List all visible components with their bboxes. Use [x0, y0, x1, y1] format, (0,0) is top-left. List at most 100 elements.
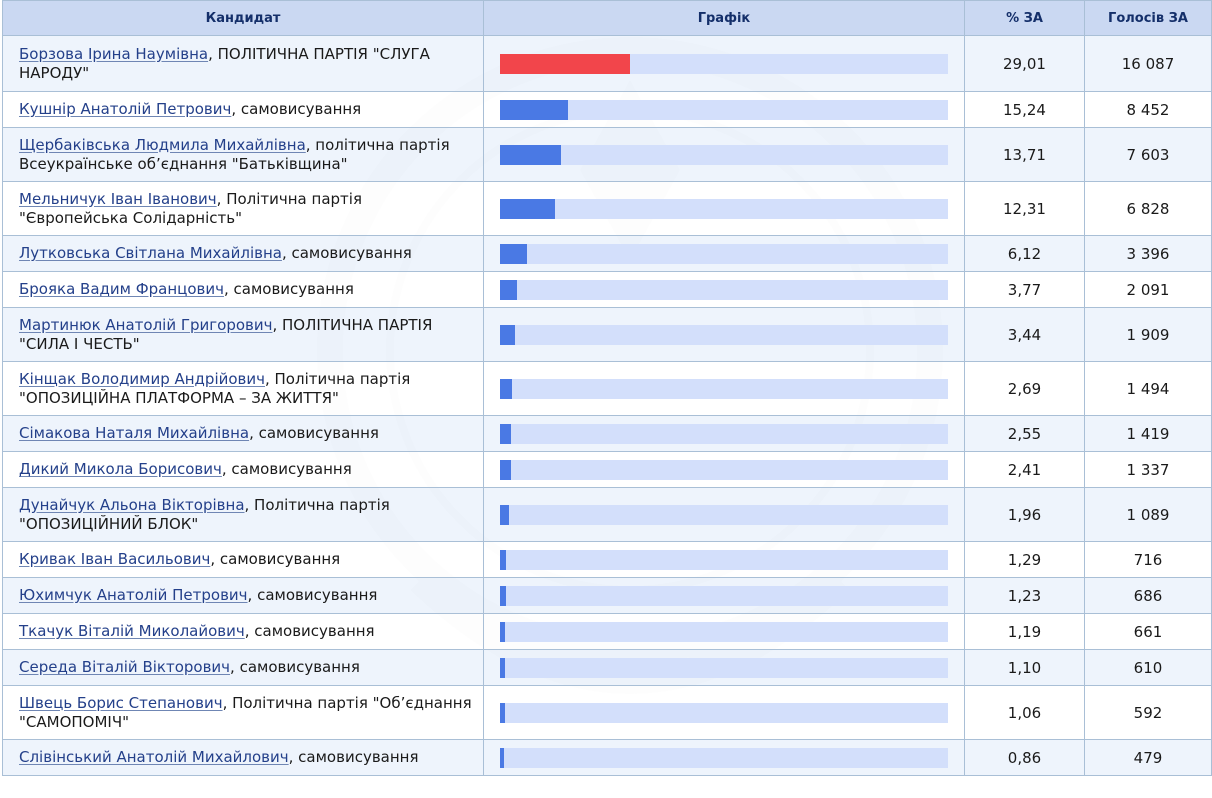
- header-votes: Голосів ЗА: [1084, 0, 1212, 36]
- table-row: Дунайчук Альона Вікторівна, Політична па…: [2, 487, 1212, 542]
- result-bar: [500, 459, 511, 480]
- votes-cell: 8 452: [1084, 91, 1212, 128]
- result-bar-track: [500, 747, 948, 768]
- table-row: Кінщак Володимир Андрійович, Політична п…: [2, 361, 1212, 416]
- percent-cell: 3,44: [964, 307, 1085, 362]
- result-bar-track: [500, 657, 948, 678]
- result-bar-track: [500, 243, 948, 264]
- result-bar: [500, 243, 528, 264]
- result-bar-track: [500, 702, 948, 723]
- percent-cell: 3,77: [964, 271, 1085, 308]
- votes-cell: 1 419: [1084, 415, 1212, 452]
- result-bar-track: [500, 549, 948, 570]
- candidate-link[interactable]: Юхимчук Анатолій Петрович: [19, 586, 248, 604]
- result-bar: [500, 504, 509, 525]
- candidate-cell: Борзова Ірина Наумівна, ПОЛІТИЧНА ПАРТІЯ…: [2, 35, 484, 92]
- result-bar-track: [500, 53, 948, 74]
- candidate-link[interactable]: Ткачук Віталій Миколайович: [19, 622, 245, 640]
- candidate-link[interactable]: Борзова Ірина Наумівна: [19, 44, 209, 63]
- votes-cell: 592: [1084, 685, 1212, 740]
- table-row: Ткачук Віталій Миколайович, самовисуванн…: [2, 613, 1212, 650]
- chart-cell: [483, 271, 965, 308]
- percent-cell: 12,31: [964, 181, 1085, 236]
- candidate-party: , самовисування: [288, 748, 419, 766]
- table-header-row: Кандидат Графік % ЗА Голосів ЗА: [2, 0, 1212, 36]
- candidate-link[interactable]: Мартинюк Анатолій Григорович: [19, 315, 273, 334]
- candidate-party: , Політична партія "ОПОЗИЦІЙНИЙ БЛОК": [19, 495, 390, 533]
- votes-cell: 1 089: [1084, 487, 1212, 542]
- header-percent: % ЗА: [964, 0, 1085, 36]
- result-bar: [500, 423, 512, 444]
- candidate-cell: Сімакова Наталя Михайлівна, самовисуванн…: [2, 415, 484, 452]
- chart-cell: [483, 487, 965, 542]
- candidate-cell: Мартинюк Анатолій Григорович, ПОЛІТИЧНА …: [2, 307, 484, 362]
- candidate-party: , самовисування: [224, 280, 354, 298]
- candidate-cell: Кушнір Анатолій Петрович, самовисування: [2, 91, 484, 128]
- table-row: Слівінський Анатолій Михайлович, самовис…: [2, 739, 1212, 776]
- percent-cell: 1,23: [964, 577, 1085, 614]
- chart-cell: [483, 235, 965, 272]
- header-candidate: Кандидат: [2, 0, 484, 36]
- candidate-link[interactable]: Сімакова Наталя Михайлівна: [19, 424, 250, 442]
- candidate-cell: Мельничук Іван Іванович, Політична парті…: [2, 181, 484, 236]
- candidate-party: , Політична партія "ОПОЗИЦІЙНА ПЛАТФОРМА…: [19, 369, 411, 407]
- candidate-link[interactable]: Щербаківська Людмила Михайлівна: [19, 135, 306, 154]
- votes-cell: 6 828: [1084, 181, 1212, 236]
- votes-cell: 686: [1084, 577, 1212, 614]
- candidate-link[interactable]: Лутковська Світлана Михайлівна: [19, 244, 282, 262]
- candidate-link[interactable]: Слівінський Анатолій Михайлович: [19, 748, 289, 766]
- candidate-link[interactable]: Швець Борис Степанович: [19, 693, 223, 712]
- candidate-cell: Брояка Вадим Францович, самовисування: [2, 271, 484, 308]
- chart-cell: [483, 685, 965, 740]
- candidate-cell: Швець Борис Степанович, Політична партія…: [2, 685, 484, 740]
- table-row: Сімакова Наталя Михайлівна, самовисуванн…: [2, 415, 1212, 452]
- candidate-link[interactable]: Кушнір Анатолій Петрович: [19, 100, 232, 118]
- percent-cell: 1,96: [964, 487, 1085, 542]
- table-row: Дикий Микола Борисович, самовисування 2,4…: [2, 451, 1212, 488]
- votes-cell: 661: [1084, 613, 1212, 650]
- candidate-party: , самовисування: [231, 100, 362, 118]
- result-bar-track: [500, 279, 948, 300]
- percent-cell: 1,19: [964, 613, 1085, 650]
- header-chart: Графік: [483, 0, 965, 36]
- candidate-party: , самовисування: [249, 424, 379, 442]
- candidate-cell: Юхимчук Анатолій Петрович, самовисування: [2, 577, 484, 614]
- candidate-cell: Дунайчук Альона Вікторівна, Політична па…: [2, 487, 484, 542]
- candidate-cell: Дикий Микола Борисович, самовисування: [2, 451, 484, 488]
- result-bar: [500, 549, 506, 570]
- result-bar-track: [500, 459, 948, 480]
- result-bar: [500, 144, 562, 165]
- result-bar: [500, 621, 506, 642]
- percent-cell: 2,41: [964, 451, 1085, 488]
- candidate-cell: Щербаківська Людмила Михайлівна, політич…: [2, 127, 484, 182]
- results-table: Кандидат Графік % ЗА Голосів ЗА Борзова …: [2, 0, 1212, 776]
- candidate-link[interactable]: Мельничук Іван Іванович: [19, 189, 217, 208]
- table-row: Щербаківська Людмила Михайлівна, політич…: [2, 127, 1212, 182]
- candidate-party: , самовисування: [210, 550, 341, 568]
- result-bar-track: [500, 585, 948, 606]
- percent-cell: 2,55: [964, 415, 1085, 452]
- chart-cell: [483, 181, 965, 236]
- result-bar: [500, 378, 513, 399]
- chart-cell: [483, 415, 965, 452]
- candidate-link[interactable]: Кривак Іван Васильович: [19, 550, 211, 568]
- candidate-link[interactable]: Брояка Вадим Францович: [19, 280, 224, 298]
- candidate-link[interactable]: Середа Віталій Вікторович: [19, 658, 231, 676]
- result-bar: [500, 657, 505, 678]
- candidate-cell: Ткачук Віталій Миколайович, самовисуванн…: [2, 613, 484, 650]
- candidate-link[interactable]: Дунайчук Альона Вікторівна: [19, 495, 245, 514]
- candidate-link[interactable]: Кінщак Володимир Андрійович: [19, 369, 265, 388]
- candidate-party: , Політична партія "Об’єднання "САМОПОМІ…: [19, 693, 472, 731]
- chart-cell: [483, 451, 965, 488]
- candidate-cell: Кінщак Володимир Андрійович, Політична п…: [2, 361, 484, 416]
- table-row: Лутковська Світлана Михайлівна, самовису…: [2, 235, 1212, 272]
- votes-cell: 1 337: [1084, 451, 1212, 488]
- candidate-cell: Кривак Іван Васильович, самовисування: [2, 541, 484, 578]
- votes-cell: 16 087: [1084, 35, 1212, 92]
- candidate-party: , самовисування: [230, 658, 360, 676]
- percent-cell: 1,10: [964, 649, 1085, 686]
- result-bar-track: [500, 144, 948, 165]
- candidate-link[interactable]: Дикий Микола Борисович: [19, 460, 222, 478]
- votes-cell: 479: [1084, 739, 1212, 776]
- chart-cell: [483, 127, 965, 182]
